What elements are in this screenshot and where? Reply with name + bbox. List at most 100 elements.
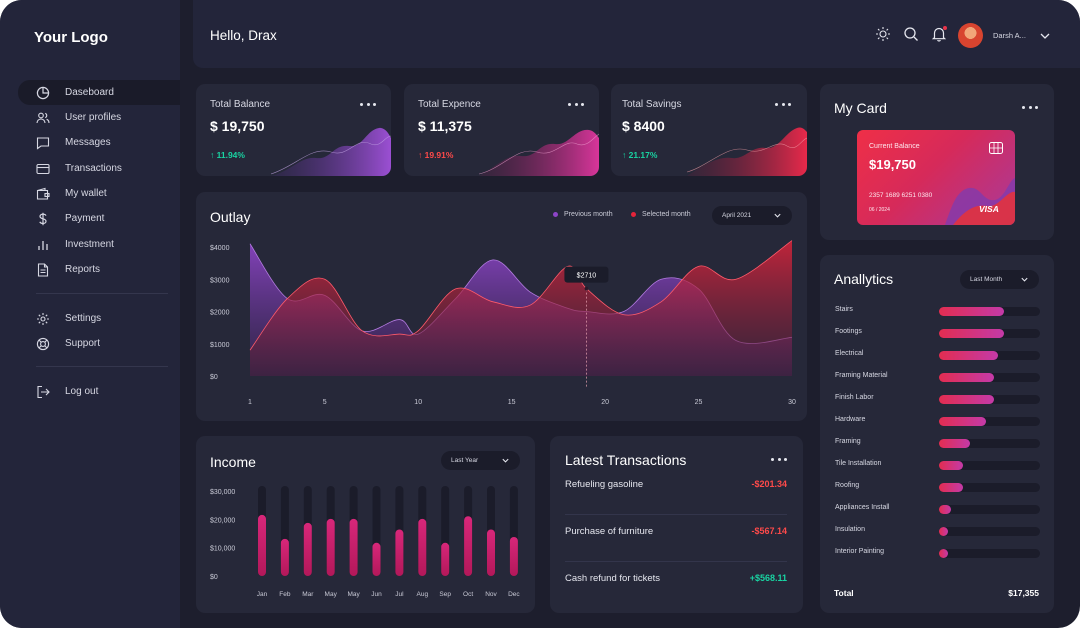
legend-previous-month: Previous month [553,211,613,218]
bell-icon[interactable] [931,26,947,42]
income-bar[interactable] [464,516,473,576]
more-options-icon[interactable] [775,101,791,107]
y-tick-label: $1000 [210,342,230,349]
income-bar[interactable] [280,538,289,576]
analytics-bar-track [939,417,1040,426]
sidebar-item-logout[interactable]: Log out [18,379,180,404]
outlay-period-select[interactable]: April 2021 [712,206,792,225]
sidebar-item-transactions[interactable]: Transactions [18,156,180,181]
income-bar[interactable] [349,518,358,576]
analytics-title: Anallytics [834,271,894,287]
income-bar[interactable] [395,529,404,576]
sidebar-item-messages[interactable]: Messages [18,130,180,155]
income-bar[interactable] [258,514,266,576]
stat-title: Total Savings [622,99,682,110]
period-label: Last Year [451,457,479,464]
sidebar-item-dashboard[interactable]: Daseboard [18,80,180,105]
x-tick-label: 10 [414,399,422,406]
analytics-bar-track [939,527,1040,536]
x-tick-label: Mar [302,591,314,598]
tooltip-point[interactable] [584,286,589,291]
chevron-down-icon[interactable] [1039,29,1051,41]
sidebar-item-user-profiles[interactable]: User profiles [18,105,180,130]
transaction-row[interactable]: Cash refund for tickets +$568.11 [565,573,787,587]
income-period-select[interactable]: Last Year [441,451,520,470]
x-tick-label: 30 [788,399,796,406]
x-tick-label: 25 [695,399,703,406]
card-wave [945,178,1015,225]
income-title: Income [210,454,256,470]
stat-sparkline [479,129,599,176]
x-tick-label: Jul [395,591,404,598]
x-tick-label: May [347,591,360,598]
more-options-icon[interactable] [568,101,584,107]
income-bar[interactable] [418,518,427,576]
sidebar-item-label: Messages [65,137,111,148]
stat-change: ↑ 21.17% [622,150,658,160]
analytics-bar-track [939,505,1040,514]
sidebar: Your Logo Daseboard User profiles Messag… [0,0,180,628]
sidebar-item-my-wallet[interactable]: My wallet [18,181,180,206]
analytics-bar-track [939,307,1040,316]
x-tick-label: Feb [279,591,291,598]
more-options-icon[interactable] [771,456,787,462]
analytics-panel: Anallytics Last Month Stairs Footings Elec… [820,255,1054,613]
analytics-row: Roofing [835,481,1040,493]
sidebar-item-label: Settings [65,313,102,324]
analytics-row: Insulation [835,525,1040,537]
file-icon [36,262,50,277]
analytics-label: Footings [835,328,862,335]
analytics-bar-track [939,549,1040,558]
avatar[interactable] [958,23,983,48]
income-bar[interactable] [487,529,495,576]
income-bar[interactable] [509,536,518,576]
theme-toggle-sun-icon[interactable] [875,26,891,42]
sidebar-item-support[interactable]: Support [18,331,180,356]
analytics-bar-fill [939,307,1004,316]
stat-card-total-savings: Total Savings $ 8400 ↑ 21.17% [611,84,807,176]
analytics-bar-fill [939,417,987,426]
income-bar[interactable] [303,522,312,576]
analytics-bar-track [939,373,1040,382]
sidebar-item-settings[interactable]: Settings [18,306,180,331]
stat-change: ↑ 11.94% [210,150,245,160]
sidebar-item-label: Investment [65,239,114,250]
pie-chart-icon [36,86,50,100]
tooltip-box [564,266,609,283]
analytics-label: Hardware [835,416,866,423]
income-bar[interactable] [372,542,381,576]
y-tick-label: $3000 [210,277,230,284]
income-chart: $30,000 $20,000 $10,000 $0 Jan Feb Mar May May Ju… [210,486,520,598]
sidebar-item-payment[interactable]: Payment [18,206,180,231]
analytics-label: Interior Painting [835,548,885,555]
card-chip-icon [989,142,1003,154]
search-icon[interactable] [903,26,919,42]
sidebar-item-label: Log out [65,386,99,397]
credit-card[interactable]: Current Balance $19,750 2357 1689 6251 0… [857,130,1015,225]
analytics-bar-track [939,461,1040,470]
sidebar-item-reports[interactable]: Reports [18,257,180,282]
income-bar[interactable] [441,542,450,576]
analytics-period-select[interactable]: Last Month [960,270,1039,289]
credit-card-icon [36,162,50,176]
analytics-label: Tile Installation [835,460,882,467]
income-bar[interactable] [326,518,335,576]
user-name[interactable]: Darsh A... [993,31,1026,40]
transaction-row[interactable]: Purchase of furniture -$567.14 [565,526,787,540]
analytics-bar-fill [939,329,1004,338]
more-options-icon[interactable] [1022,104,1038,110]
analytics-row: Appliances Install [835,503,1040,515]
message-icon [36,136,50,150]
notification-dot [943,26,947,30]
y-tick-label: $0 [210,374,218,381]
row-divider [565,514,787,515]
analytics-label: Appliances Install [835,504,890,511]
more-options-icon[interactable] [360,101,376,107]
transaction-row[interactable]: Refueling gasoline -$201.34 [565,479,787,493]
analytics-row: Interior Painting [835,547,1040,559]
wallet-icon [36,187,50,201]
x-tick-label: Nov [485,591,497,598]
bar-chart-icon [36,238,50,252]
sidebar-item-investment[interactable]: Investment [18,232,180,257]
card-balance: $19,750 [869,157,916,172]
